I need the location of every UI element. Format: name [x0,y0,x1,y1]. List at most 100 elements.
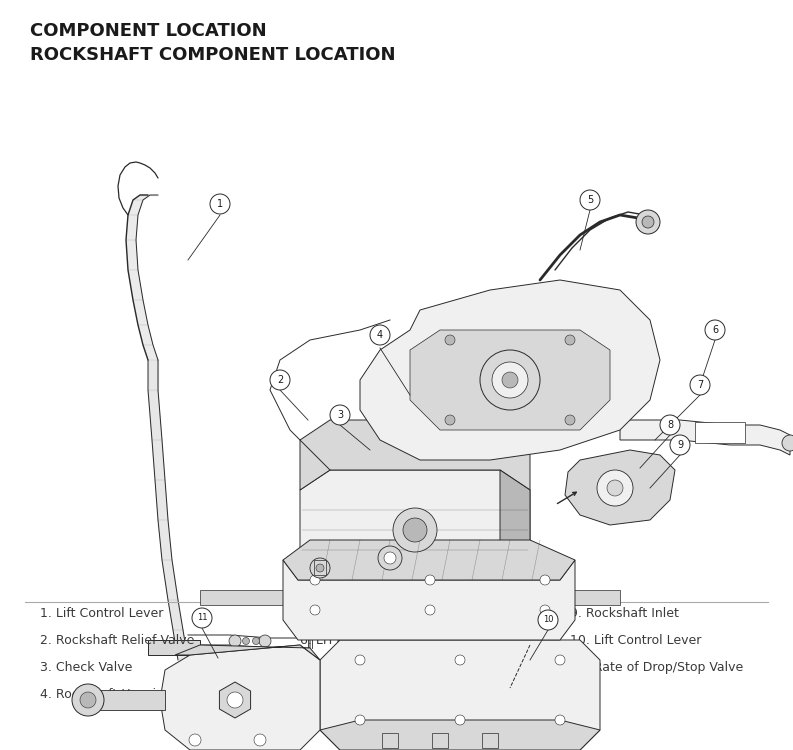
Polygon shape [126,240,138,270]
Polygon shape [200,590,620,605]
Circle shape [455,655,465,665]
Text: 8. Lift Arm Position Feedback Rod: 8. Lift Arm Position Feedback Rod [300,688,509,701]
Polygon shape [128,200,143,215]
Polygon shape [100,690,165,710]
Text: 4. Rockshaft Housing: 4. Rockshaft Housing [40,688,172,701]
Circle shape [316,564,324,572]
Polygon shape [432,733,448,748]
Text: 9: 9 [677,440,683,450]
Circle shape [229,635,241,647]
Polygon shape [410,330,610,430]
Polygon shape [160,645,320,750]
Polygon shape [565,450,675,525]
Circle shape [189,734,201,746]
Text: 7. Cam Plate: 7. Cam Plate [300,661,380,674]
Circle shape [355,715,365,725]
Circle shape [455,715,465,725]
Circle shape [378,546,402,570]
Polygon shape [283,540,575,580]
Circle shape [705,320,725,340]
Circle shape [72,684,104,716]
Circle shape [502,372,518,388]
Polygon shape [148,640,200,655]
Text: COMPONENT LOCATION: COMPONENT LOCATION [30,22,266,40]
Polygon shape [300,470,530,590]
Circle shape [355,655,365,665]
Text: 10: 10 [542,616,554,625]
Polygon shape [155,480,168,520]
Polygon shape [620,420,790,455]
Circle shape [210,194,230,214]
Polygon shape [382,733,398,748]
Circle shape [565,335,575,345]
Circle shape [480,350,540,410]
Circle shape [690,375,710,395]
Circle shape [330,405,350,425]
Circle shape [310,575,320,585]
Text: 2. Rockshaft Relief Valve: 2. Rockshaft Relief Valve [40,634,194,647]
Text: 9. Rockshaft Inlet: 9. Rockshaft Inlet [570,607,679,620]
Circle shape [660,415,680,435]
Circle shape [259,635,271,647]
Text: 1: 1 [217,199,223,209]
Polygon shape [320,640,600,750]
Circle shape [445,415,455,425]
Circle shape [243,638,250,644]
Text: 10. Lift Control Lever: 10. Lift Control Lever [570,634,701,647]
Polygon shape [360,280,660,460]
Polygon shape [152,440,165,480]
Text: 6: 6 [712,325,718,335]
Circle shape [384,552,396,564]
Polygon shape [133,300,148,325]
Circle shape [636,210,660,234]
Circle shape [310,605,320,615]
Circle shape [492,362,528,398]
Circle shape [597,470,633,506]
Circle shape [227,692,243,708]
Circle shape [555,655,565,665]
Circle shape [670,435,690,455]
Text: 5. RH Lift Arm: 5. RH Lift Arm [300,607,387,620]
Circle shape [393,508,437,552]
Circle shape [445,335,455,345]
Circle shape [565,415,575,425]
Circle shape [642,216,654,228]
Polygon shape [143,345,158,360]
Circle shape [782,435,793,451]
Circle shape [607,480,623,496]
Polygon shape [126,215,138,240]
Polygon shape [138,325,153,345]
Polygon shape [482,733,498,748]
Polygon shape [173,630,188,660]
Text: 8: 8 [667,420,673,430]
Circle shape [555,715,565,725]
Polygon shape [695,422,745,443]
Circle shape [310,558,330,578]
Text: 3. Check Valve: 3. Check Valve [40,661,132,674]
Polygon shape [133,195,150,200]
Polygon shape [162,560,178,600]
Circle shape [370,325,390,345]
Circle shape [403,518,427,542]
Text: 6. LH Lift Arm: 6. LH Lift Arm [300,634,385,647]
Polygon shape [314,560,326,575]
Circle shape [425,605,435,615]
Polygon shape [148,360,158,390]
Polygon shape [128,270,143,300]
Text: 11: 11 [197,614,207,622]
Circle shape [252,638,259,644]
Polygon shape [283,560,575,640]
Polygon shape [148,390,162,440]
Text: 1. Lift Control Lever: 1. Lift Control Lever [40,607,163,620]
Text: 7: 7 [697,380,703,390]
Text: ROCKSHAFT COMPONENT LOCATION: ROCKSHAFT COMPONENT LOCATION [30,46,396,64]
Polygon shape [158,520,172,560]
Circle shape [80,692,96,708]
Circle shape [540,575,550,585]
Circle shape [580,190,600,210]
Text: 11. Rate of Drop/Stop Valve: 11. Rate of Drop/Stop Valve [570,661,743,674]
Text: 5: 5 [587,195,593,205]
Circle shape [254,734,266,746]
Polygon shape [168,600,183,630]
Text: 3: 3 [337,410,343,420]
